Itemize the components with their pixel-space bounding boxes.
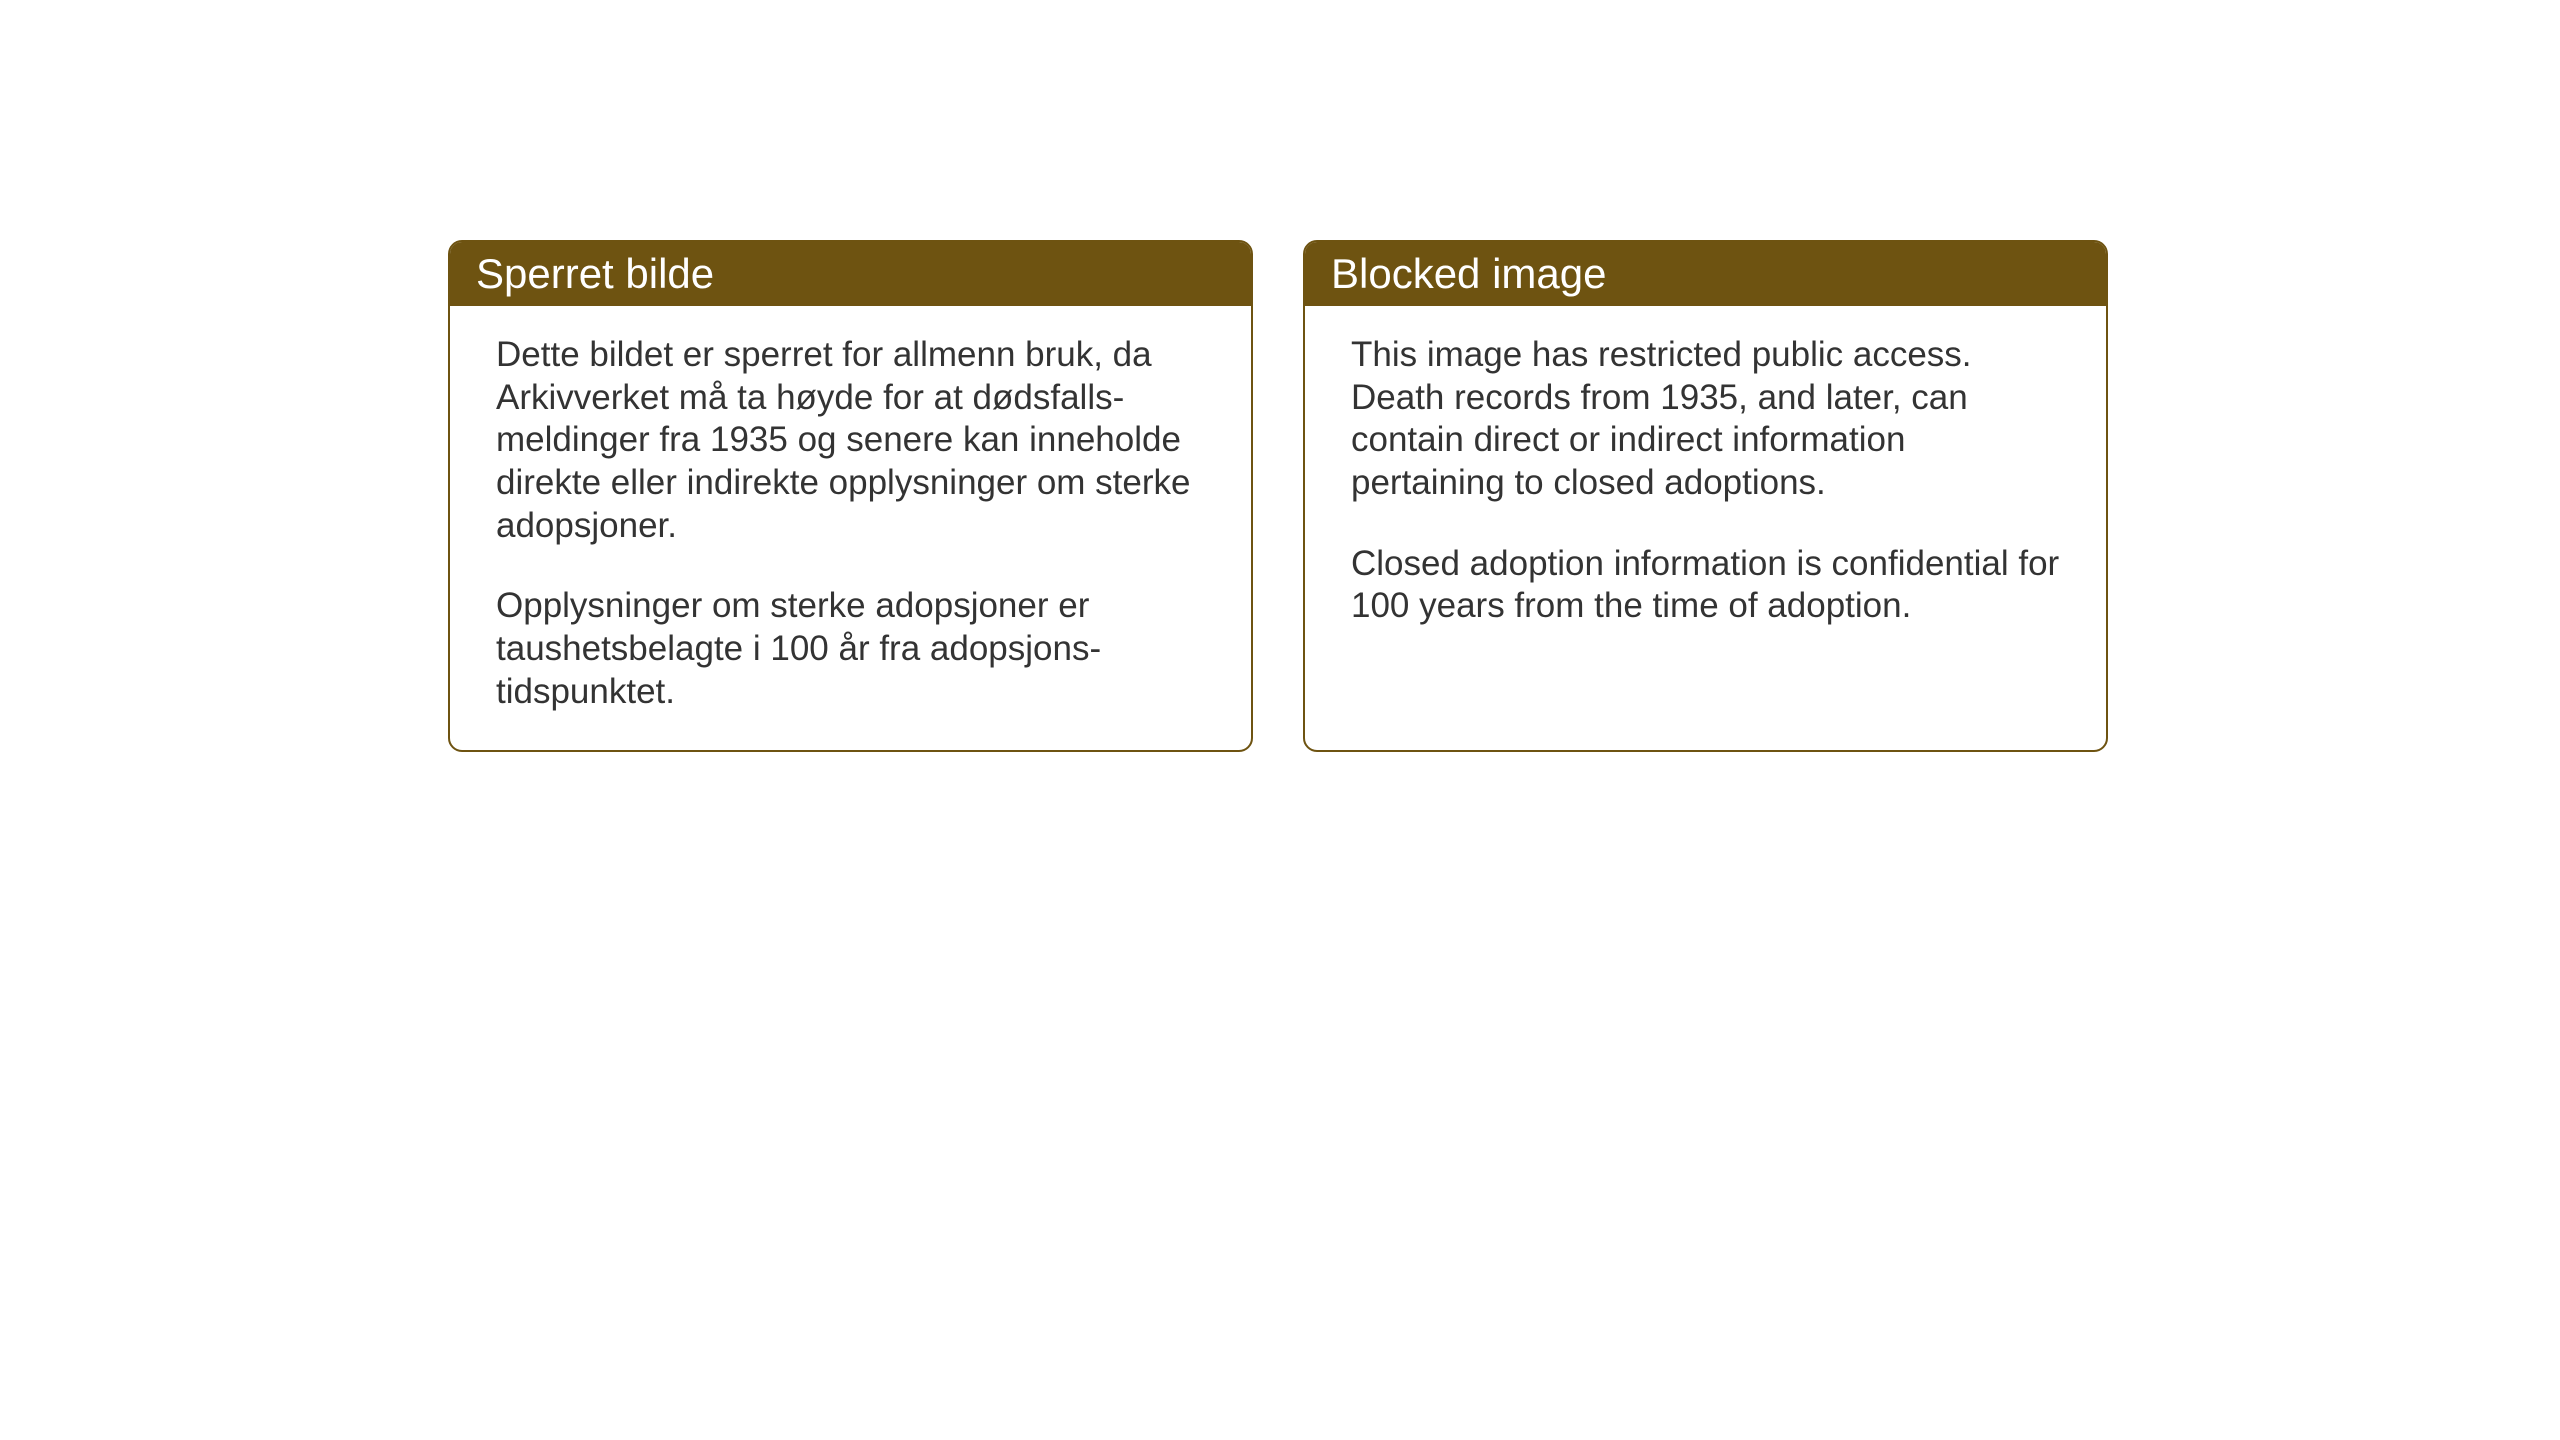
card-body-english: This image has restricted public access.… xyxy=(1305,306,2106,664)
card-paragraph: Dette bildet er sperret for allmenn bruk… xyxy=(496,334,1205,547)
card-paragraph: Closed adoption information is confident… xyxy=(1351,543,2060,628)
card-title-english: Blocked image xyxy=(1331,250,1606,297)
card-paragraph: This image has restricted public access.… xyxy=(1351,334,2060,505)
notice-card-english: Blocked image This image has restricted … xyxy=(1303,240,2108,752)
card-title-norwegian: Sperret bilde xyxy=(476,250,714,297)
card-header-english: Blocked image xyxy=(1305,242,2106,306)
card-body-norwegian: Dette bildet er sperret for allmenn bruk… xyxy=(450,306,1251,750)
notice-card-norwegian: Sperret bilde Dette bildet er sperret fo… xyxy=(448,240,1253,752)
card-header-norwegian: Sperret bilde xyxy=(450,242,1251,306)
card-paragraph: Opplysninger om sterke adopsjoner er tau… xyxy=(496,585,1205,713)
notice-container: Sperret bilde Dette bildet er sperret fo… xyxy=(448,240,2108,752)
